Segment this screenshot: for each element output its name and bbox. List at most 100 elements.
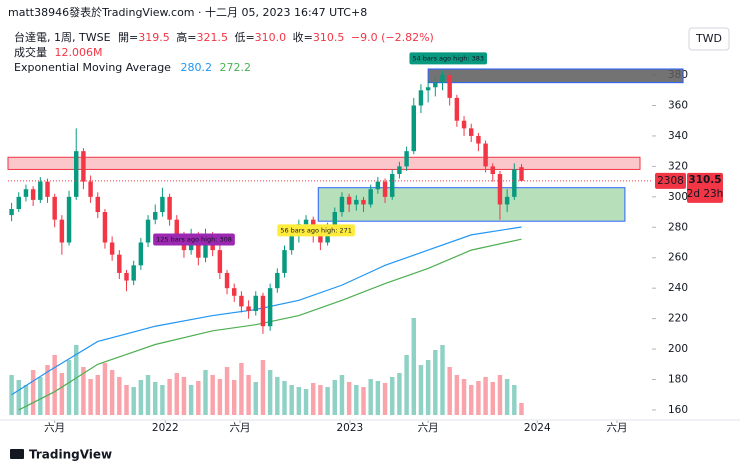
volume-bar: [476, 381, 481, 415]
volume-bar: [45, 365, 50, 415]
candle-body: [361, 199, 366, 205]
candle-body: [145, 219, 151, 243]
candle-body: [469, 128, 474, 136]
volume-bar: [138, 380, 144, 415]
candle-body: [346, 196, 352, 205]
volume-bar: [440, 345, 445, 415]
volume-bar: [81, 367, 86, 415]
volume-bar: [52, 355, 57, 415]
candle-body: [117, 254, 122, 273]
candle-body: [368, 189, 373, 205]
volume-bar: [253, 382, 258, 415]
candle-body: [52, 196, 57, 220]
label: 高=: [176, 30, 196, 44]
volume-bar: [174, 373, 179, 415]
ema-line: [11, 226, 522, 396]
y-tick-label: 220: [668, 313, 688, 325]
candle-body: [167, 196, 172, 220]
change: −9.0 (−2.82%): [351, 31, 434, 44]
volume-bar: [210, 375, 215, 415]
candle-body: [289, 234, 294, 251]
value: 310.0: [255, 31, 287, 44]
value: 321.5: [196, 31, 228, 44]
candle-body: [411, 105, 416, 152]
symbol: 台達電, 1周, TWSE: [14, 30, 111, 44]
candle-body: [267, 288, 273, 327]
candle-body: [153, 212, 158, 220]
candle-body: [30, 189, 36, 200]
candle-body: [490, 166, 495, 175]
candle-body: [497, 174, 503, 205]
candle-body: [74, 151, 79, 197]
candle-body: [109, 242, 115, 255]
volume-bar: [267, 370, 273, 415]
volume-bar: [188, 385, 194, 415]
y-tick-label: 260: [668, 252, 688, 264]
volume-bar: [318, 385, 323, 415]
brand: TradingView: [29, 448, 112, 462]
volume-bar: [246, 375, 251, 415]
volume-bar: [30, 370, 36, 415]
volume-bar: [375, 381, 381, 415]
candle-body: [375, 181, 381, 190]
y-tick-label: 240: [668, 282, 688, 294]
volume-bar: [153, 382, 158, 415]
volume-bar: [346, 382, 352, 415]
zone: [7, 156, 641, 170]
candle-body: [275, 272, 280, 289]
volume-bar: [368, 379, 373, 415]
y-tick-label: 340: [668, 130, 688, 142]
label: 成交量: [14, 45, 47, 59]
volume-bar: [260, 360, 266, 415]
volume-bar: [296, 387, 302, 415]
volume-bar: [275, 377, 280, 415]
value: 272.2: [219, 61, 251, 74]
volume-bar: [23, 385, 29, 415]
volume-bar: [217, 379, 223, 415]
y-tick-label: 160: [668, 404, 688, 416]
volume-bar: [390, 377, 395, 415]
legend-ema: Exponential Moving Average 280.2 272.2: [14, 61, 251, 74]
candle-body: [59, 219, 65, 243]
candle-body: [397, 166, 402, 175]
volume-bar: [425, 360, 431, 415]
candle-body: [217, 250, 223, 273]
candle-body: [196, 234, 201, 258]
candle-body: [38, 181, 43, 200]
value: 310.5: [313, 31, 345, 44]
volume-bar: [454, 375, 460, 415]
legend-volume: 成交量 12.006M: [14, 45, 102, 59]
volume-bar: [397, 373, 402, 415]
volume-bar: [181, 377, 187, 415]
candle-body: [354, 199, 359, 205]
label: 收=: [293, 30, 313, 44]
byline: matt38946發表於TradingView.com · 十二月 05, 20…: [8, 5, 367, 19]
candle-body: [519, 167, 524, 181]
y-tick-label: 200: [668, 343, 688, 355]
candle-body: [433, 82, 438, 88]
currency[interactable]: TWD: [695, 32, 722, 45]
volume-bar: [131, 387, 136, 415]
legend-main: 台達電, 1周, TWSE 開=319.5 高=321.5 低=310.0 收=…: [14, 30, 434, 44]
volume-bar: [361, 387, 366, 415]
annotation-label: 56 bars ago high: 271: [280, 226, 352, 234]
candle-body: [454, 97, 460, 121]
candle-body: [504, 196, 510, 205]
volume-bar: [160, 385, 165, 415]
currency-button[interactable]: [688, 27, 730, 51]
candle-body: [88, 181, 93, 197]
candle-body: [246, 306, 251, 312]
annotation-label: 54 bars ago high: 383: [412, 54, 484, 62]
y-tick-label: 180: [668, 374, 688, 386]
volume-bar: [483, 377, 488, 415]
candle-body: [81, 151, 86, 182]
candle-body: [382, 181, 388, 197]
volume-bar: [16, 380, 21, 415]
candle-body: [483, 143, 488, 167]
value: 319.5: [138, 31, 170, 44]
candle-body: [425, 87, 431, 91]
volume-bar: [354, 385, 359, 415]
volume-bar: [332, 380, 337, 415]
volume-bar: [411, 318, 416, 415]
volume-bar: [74, 345, 79, 415]
